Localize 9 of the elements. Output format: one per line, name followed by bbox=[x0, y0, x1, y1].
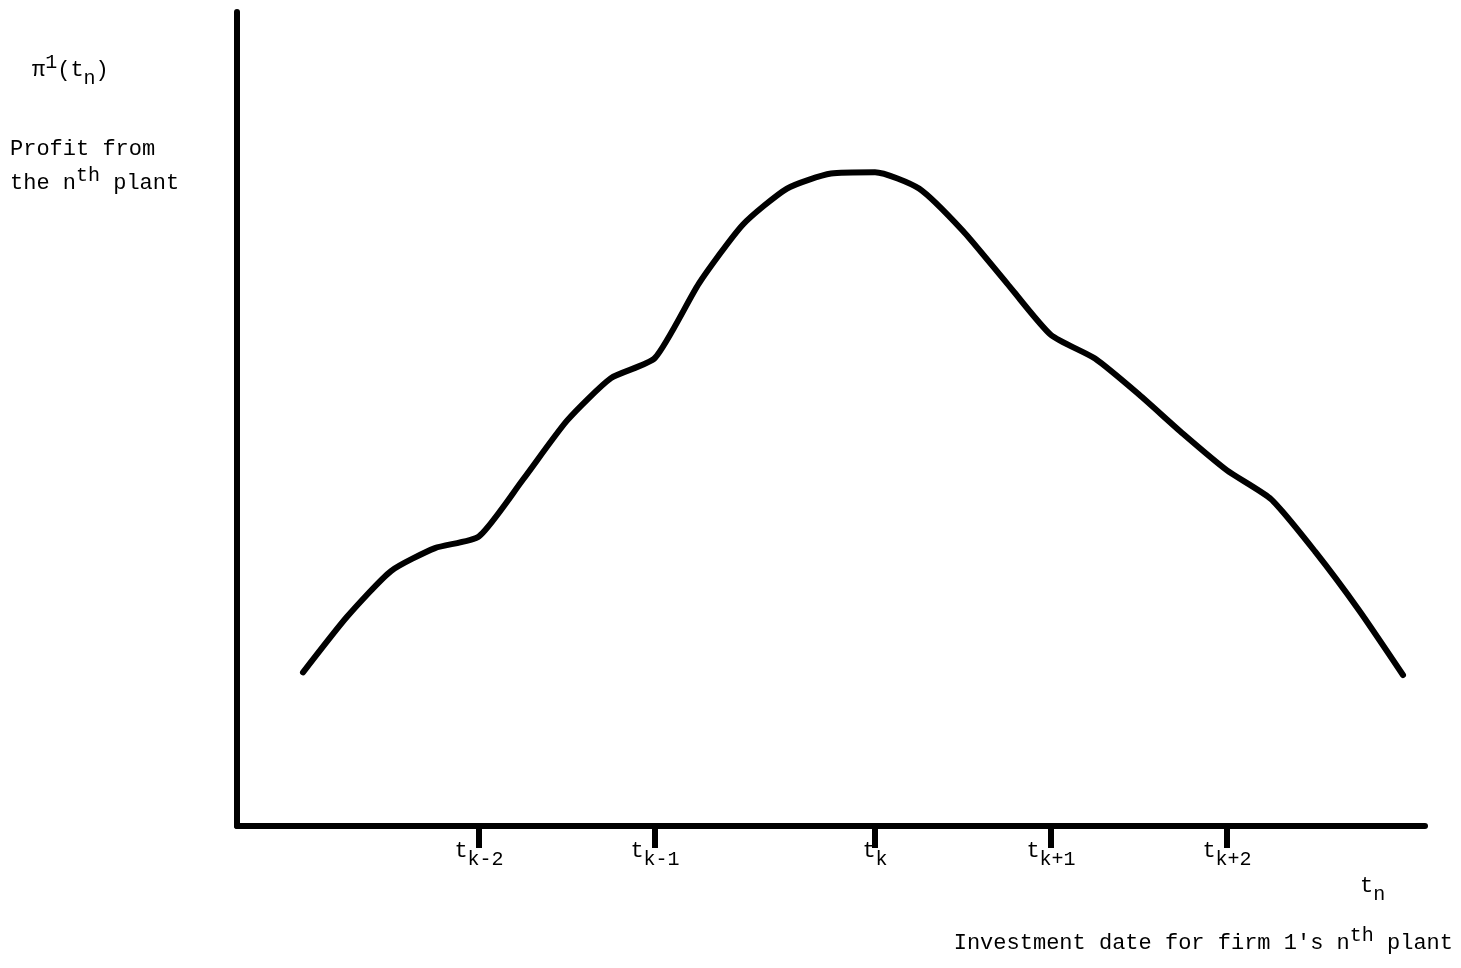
x-tick-label: tk+1 bbox=[1026, 838, 1076, 871]
x-tick-label: tk-2 bbox=[454, 838, 504, 871]
x-tick-label: tk+2 bbox=[1202, 838, 1252, 871]
text: π1(tn) bbox=[32, 50, 109, 90]
x-axis-title: Investment date for firm 1's nth plant bbox=[953, 923, 1454, 956]
x-tick-label: tk-1 bbox=[630, 838, 680, 871]
x-tick-label: tk bbox=[862, 838, 888, 871]
text: tn bbox=[1360, 873, 1386, 906]
y-axis-title: Profit from the nth plant bbox=[10, 136, 180, 196]
